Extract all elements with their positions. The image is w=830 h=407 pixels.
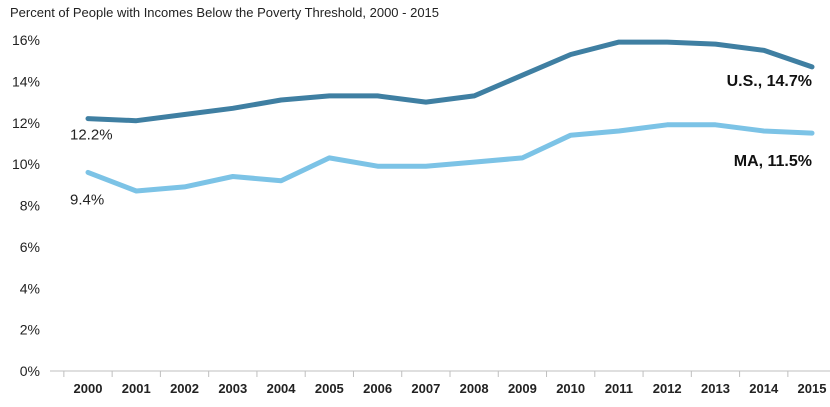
x-tick-label: 2015 [798, 381, 827, 396]
x-tick-label: 2011 [605, 381, 633, 396]
x-tick-label: 2009 [508, 381, 537, 396]
y-tick-label: 10% [12, 156, 40, 172]
x-tick-label: 2005 [315, 381, 344, 396]
chart-title: Percent of People with Incomes Below the… [10, 5, 440, 20]
x-tick-label: 2003 [218, 381, 247, 396]
series-line-ma [85, 122, 815, 194]
x-tick-label: 2004 [267, 381, 297, 396]
y-tick-label: 0% [20, 363, 40, 379]
y-tick-label: 14% [12, 73, 40, 89]
y-tick-label: 16% [12, 32, 40, 48]
y-tick-label: 8% [20, 198, 40, 214]
ma-start-label: 9.4% [70, 191, 104, 208]
y-tick-label: 12% [12, 115, 40, 131]
x-tick-label: 2002 [170, 381, 199, 396]
x-tick-label: 2013 [701, 381, 730, 396]
x-tick-label: 2000 [74, 381, 103, 396]
x-tick-label: 2001 [122, 381, 151, 396]
series-line-us [85, 39, 815, 124]
y-tick-label: 2% [20, 322, 40, 338]
x-tick-label: 2007 [411, 381, 440, 396]
y-tick-label: 6% [20, 239, 40, 255]
us-end-label: U.S., 14.7% [727, 73, 812, 90]
x-tick-label: 2006 [363, 381, 392, 396]
us-start-label: 12.2% [70, 127, 113, 144]
x-tick-label: 2014 [749, 381, 779, 396]
x-tick-label: 2010 [556, 381, 585, 396]
ma-end-label: MA, 11.5% [734, 153, 812, 170]
x-tick-label: 2008 [460, 381, 489, 396]
x-tick-label: 2012 [653, 381, 682, 396]
y-tick-label: 4% [20, 280, 40, 296]
